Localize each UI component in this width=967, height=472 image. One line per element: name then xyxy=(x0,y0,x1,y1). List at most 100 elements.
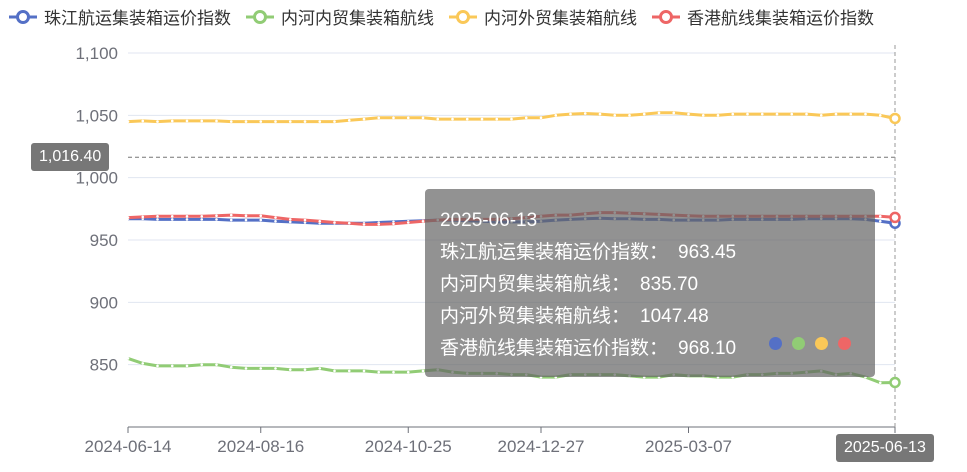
data-point xyxy=(878,114,882,117)
series-color-dot xyxy=(815,337,828,350)
x-tick-label: 2025-03-07 xyxy=(645,437,732,456)
data-point xyxy=(805,112,808,116)
tooltip-row: 内河外贸集装箱航线： 1047.48 xyxy=(440,301,860,333)
legend-line-icon xyxy=(246,9,274,24)
x-tick-label: 2024-10-25 xyxy=(365,437,452,456)
data-point xyxy=(185,215,189,218)
data-point xyxy=(156,215,159,218)
data-point xyxy=(362,369,366,373)
tooltip-value: 968.10 xyxy=(678,338,737,359)
data-point xyxy=(524,116,528,120)
data-point xyxy=(185,218,189,221)
data-point xyxy=(406,221,410,224)
data-point xyxy=(215,363,218,366)
y-tick-label: 1,000 xyxy=(75,169,118,188)
data-point xyxy=(628,114,631,117)
data-point xyxy=(318,220,322,223)
series-color-dot xyxy=(792,337,805,350)
data-point xyxy=(421,220,425,223)
data-point xyxy=(318,120,322,123)
data-point xyxy=(480,117,484,121)
data-point xyxy=(790,112,794,116)
data-point xyxy=(539,116,543,120)
data-point xyxy=(642,112,646,116)
data-point xyxy=(259,367,263,370)
data-point xyxy=(200,363,204,366)
data-point xyxy=(657,111,661,115)
data-point xyxy=(303,221,307,224)
data-point xyxy=(864,112,867,116)
data-point xyxy=(244,218,248,222)
tooltip-value: 1047.48 xyxy=(640,306,709,327)
tooltip-label: 内河内贸集装箱航线： xyxy=(440,274,631,295)
data-point xyxy=(303,218,307,222)
legend-item-hong-kong[interactable]: 香港航线集装箱运价指数 xyxy=(651,4,874,29)
data-point xyxy=(465,117,469,121)
data-point xyxy=(126,357,130,360)
data-point xyxy=(701,114,705,117)
data-point xyxy=(229,120,233,123)
data-point xyxy=(229,218,233,222)
highlighted-point[interactable] xyxy=(889,112,901,125)
data-point xyxy=(274,367,277,370)
legend-item-pearl-river[interactable]: 珠江航运集装箱运价指数 xyxy=(8,4,231,29)
data-point xyxy=(156,120,159,123)
data-point xyxy=(716,114,720,117)
data-point xyxy=(598,112,602,116)
data-point xyxy=(672,111,676,115)
data-point xyxy=(377,370,381,374)
tooltip: 2025-06-13 珠江航运集装箱运价指数： 963.45 内河内贸集装箱航线：… xyxy=(425,189,875,377)
legend-label: 珠江航运集装箱运价指数 xyxy=(44,9,231,28)
data-point xyxy=(141,215,145,219)
data-point xyxy=(318,367,322,370)
data-point xyxy=(170,215,174,218)
data-point xyxy=(274,216,277,219)
data-point xyxy=(510,117,513,121)
data-point xyxy=(878,220,882,223)
legend-item-inland-foreign[interactable]: 内河外贸集装箱航线 xyxy=(448,4,637,29)
y-tick-label: 900 xyxy=(90,293,118,312)
y-axis-pointer-label: 1,016.40 xyxy=(31,143,110,171)
data-point xyxy=(185,364,189,368)
data-point xyxy=(731,112,735,116)
data-point xyxy=(569,112,572,116)
y-axis: 850 900 950 1,000 1,050 1,100 xyxy=(75,44,118,375)
tooltip-date: 2025-06-13 xyxy=(440,210,538,231)
data-point xyxy=(421,369,425,373)
data-point xyxy=(274,120,277,123)
data-point xyxy=(849,112,853,116)
legend-label: 内河内贸集装箱航线 xyxy=(281,9,434,28)
highlighted-point[interactable] xyxy=(889,376,901,389)
data-point xyxy=(436,117,440,121)
data-point xyxy=(362,117,366,121)
data-point xyxy=(392,370,395,374)
data-point xyxy=(377,223,381,226)
data-point xyxy=(200,215,204,218)
data-point xyxy=(303,120,307,123)
data-point xyxy=(244,120,248,123)
data-point xyxy=(303,368,307,371)
y-tick-label: 1,100 xyxy=(75,44,118,63)
data-point xyxy=(141,362,145,365)
data-point xyxy=(333,120,336,123)
legend-line-icon xyxy=(9,9,37,24)
tooltip-value: 835.70 xyxy=(640,274,699,295)
highlighted-point[interactable] xyxy=(889,211,901,224)
data-point xyxy=(244,214,248,217)
legend-label: 香港航线集装箱运价指数 xyxy=(687,9,874,28)
legend-label: 内河外贸集装箱航线 xyxy=(484,9,637,28)
tooltip-row: 珠江航运集装箱运价指数： 963.45 xyxy=(440,237,860,269)
data-point xyxy=(834,112,838,116)
data-point xyxy=(583,112,587,115)
data-point xyxy=(746,112,749,116)
data-point xyxy=(156,364,159,368)
data-point xyxy=(126,216,130,219)
data-point xyxy=(288,120,292,123)
data-point xyxy=(377,116,381,120)
data-point xyxy=(451,117,454,121)
data-point xyxy=(495,117,499,121)
data-point xyxy=(259,120,263,123)
legend-item-inland-domestic[interactable]: 内河内贸集装箱航线 xyxy=(245,4,434,29)
data-point xyxy=(406,370,410,374)
legend-line-icon xyxy=(652,9,680,24)
